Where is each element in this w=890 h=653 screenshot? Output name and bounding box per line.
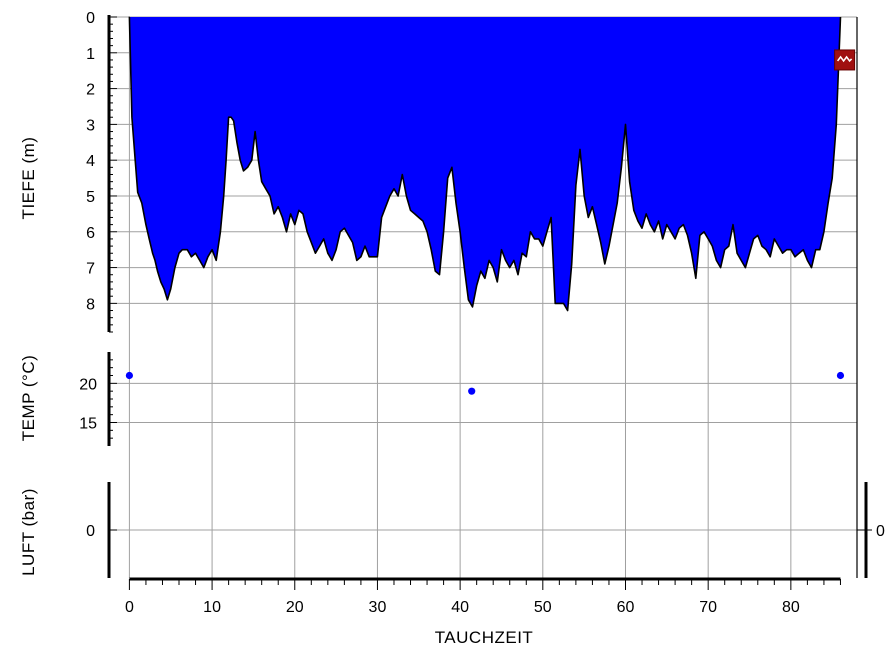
x-tick-label: 80: [782, 599, 800, 616]
x-axis-title: TAUCHZEIT: [435, 628, 534, 647]
x-tick-label: 30: [369, 599, 387, 616]
air-axis-title: LUFT (bar): [19, 488, 38, 576]
depth-tick-label: 7: [86, 261, 95, 278]
x-tick-label: 20: [286, 599, 304, 616]
temperature-tick-label: 15: [79, 416, 97, 433]
x-tick-label: 70: [699, 599, 717, 616]
depth-tick-label: 6: [86, 225, 95, 242]
depth-line: [128, 16, 842, 312]
temperature-tick-label: 20: [79, 376, 97, 393]
depth-tick-label: 4: [86, 153, 95, 170]
x-tick-label: 0: [125, 599, 134, 616]
x-tick-label: 50: [534, 599, 552, 616]
depth-area: [129, 17, 841, 311]
x-tick-label: 60: [617, 599, 635, 616]
depth-tick-label: 0: [86, 10, 95, 27]
temperature-panel: [125, 371, 845, 395]
warning-icon-glyph: [836, 55, 853, 63]
air-right-tick-label: 0: [876, 523, 885, 540]
temperature-axis-title: TEMP (°C): [19, 355, 38, 442]
depth-axis-title: TIEFE (m): [19, 137, 38, 220]
depth-tick-label: 1: [86, 46, 95, 63]
warning-icon: [834, 49, 856, 71]
x-tick-label: 10: [203, 599, 221, 616]
depth-tick-label: 5: [86, 189, 95, 206]
axes-layer: [107, 15, 872, 590]
temperature-point: [836, 371, 845, 380]
depth-panel: [128, 16, 856, 312]
depth-tick-label: 8: [86, 296, 95, 313]
air-tick-label: 0: [86, 523, 95, 540]
depth-tick-label: 3: [86, 117, 95, 134]
temperature-point: [468, 387, 476, 395]
depth-tick-label: 2: [86, 82, 95, 99]
tick-labels: 0 1 2 3 4 5 6 7 8 15 20 0 0 0 10 20 30 40 50 60 70 80: [79, 10, 885, 616]
x-tick-label: 40: [451, 599, 469, 616]
temperature-point: [125, 371, 134, 380]
